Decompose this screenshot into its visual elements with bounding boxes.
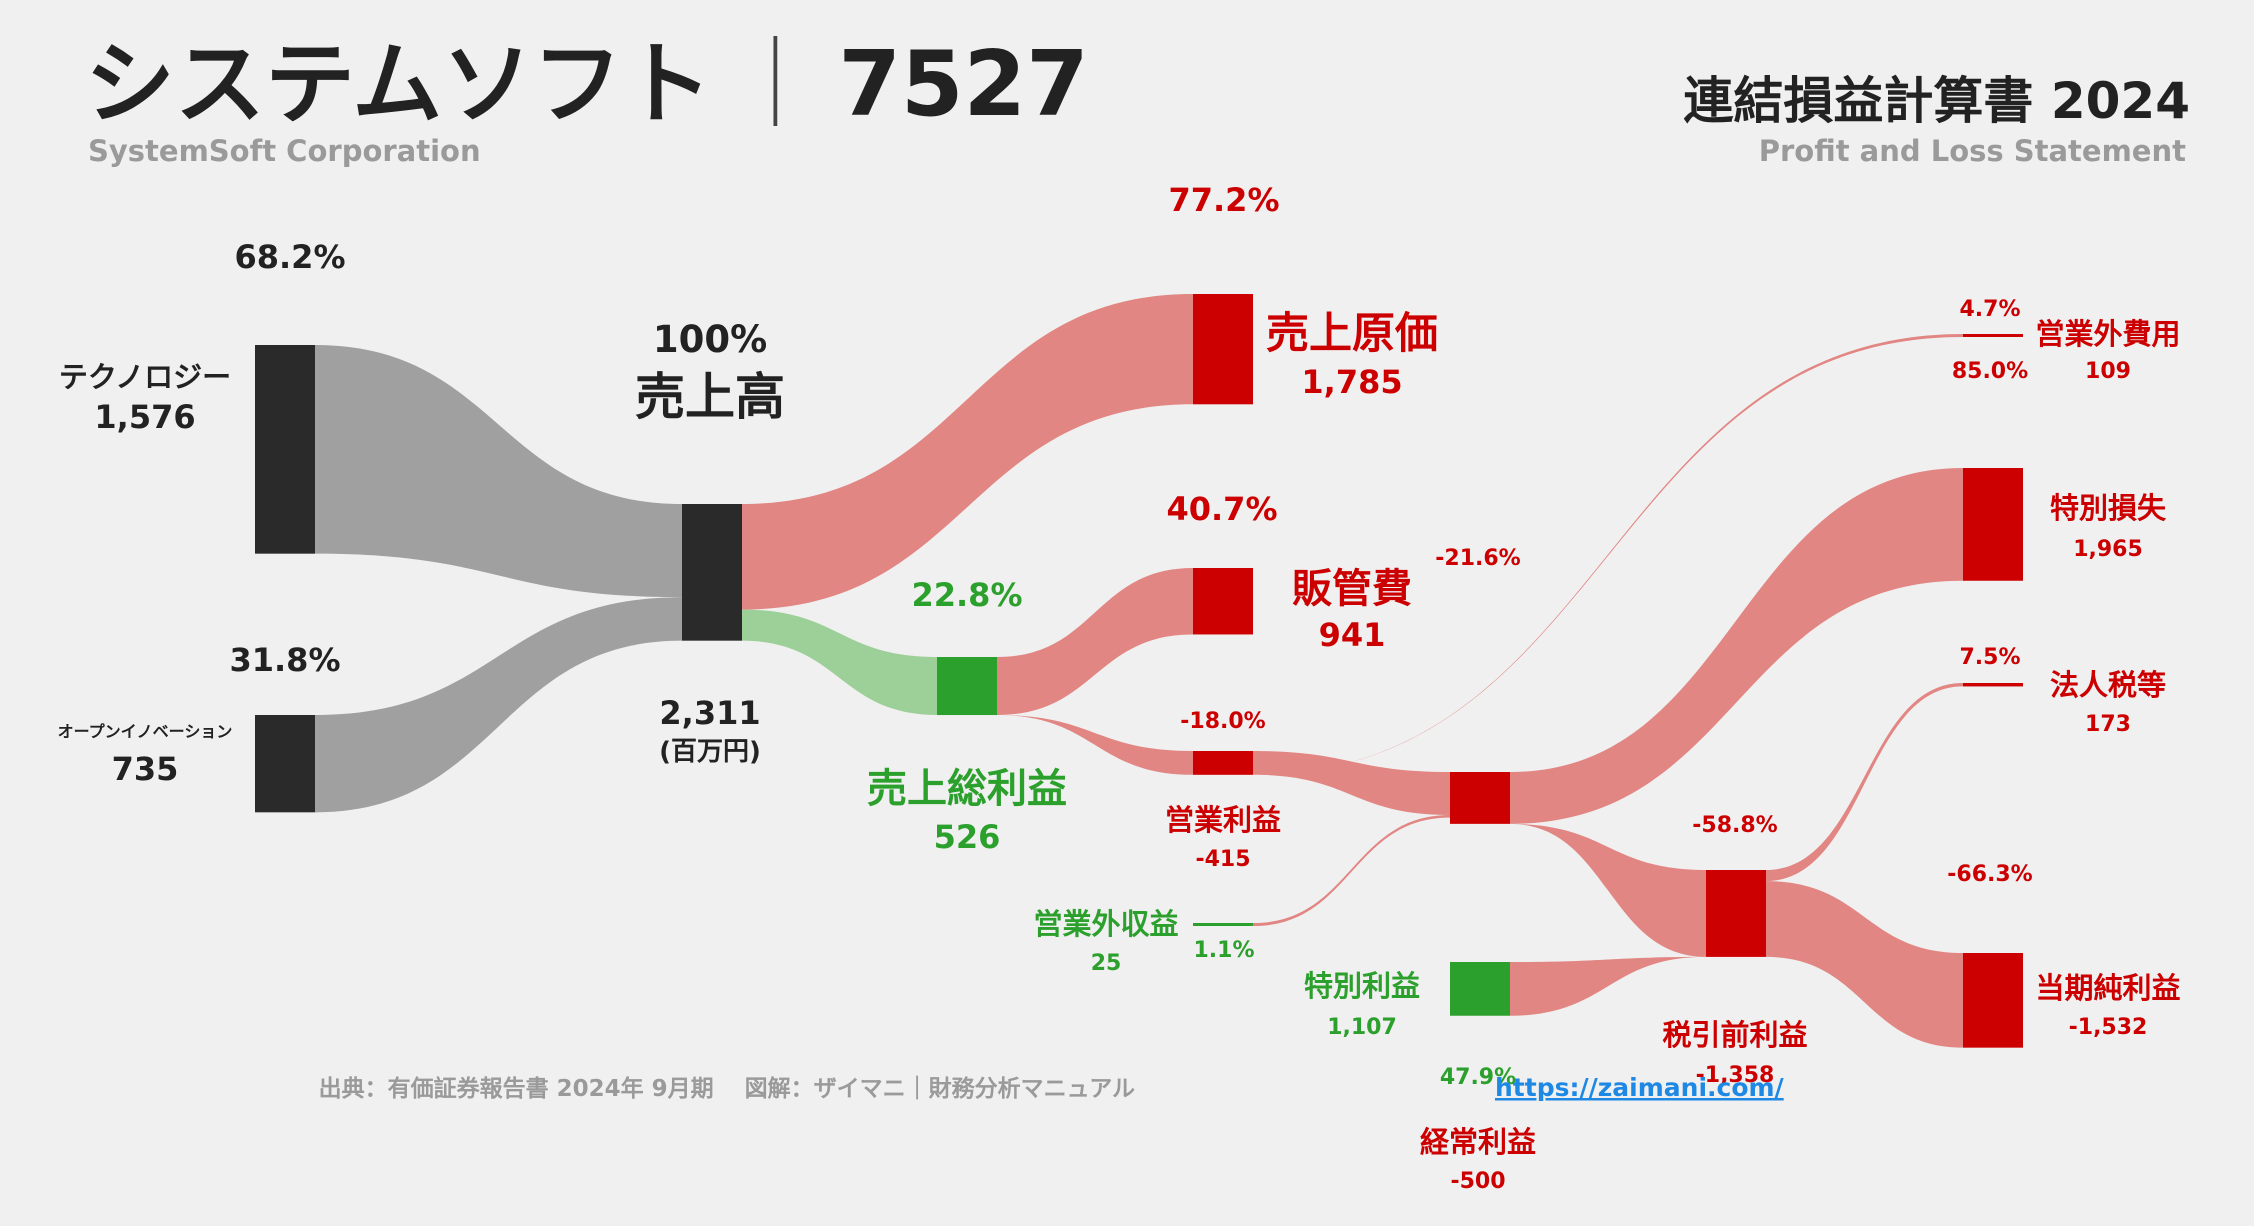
label-ordinary-profit: 経常利益 <box>1420 1125 1536 1159</box>
value-ordinary-profit: -500 <box>1450 1169 1505 1194</box>
label-cogs: 売上原価 <box>1266 309 1438 359</box>
pct-nonop-expense: 4.7% <box>1959 297 2020 322</box>
node-ordinary <box>1450 772 1510 824</box>
flow-pretax-to-tax <box>1766 683 1963 882</box>
value-income-tax: 173 <box>2085 712 2131 737</box>
label-technology: テクノロジー <box>59 360 231 394</box>
label-income-tax: 法人税等 <box>2050 668 2166 702</box>
value-operating-profit: -415 <box>1195 847 1250 872</box>
pct-technology: 68.2% <box>234 238 345 276</box>
node-gross <box>937 657 997 716</box>
value-cogs: 1,785 <box>1301 363 1402 401</box>
flow-revenue-to-gross <box>742 609 937 716</box>
pct-nonop-income: 1.1% <box>1193 938 1254 963</box>
value-nonop-income: 25 <box>1091 951 1122 976</box>
label-open-innovation: オープンイノベーション <box>58 722 233 741</box>
node-tech <box>255 345 315 554</box>
label-revenue: 売上高 <box>635 368 785 426</box>
label-operating-profit: 営業利益 <box>1165 803 1281 837</box>
node-nonop_inc <box>1193 923 1253 926</box>
label-pretax-profit: 税引前利益 <box>1662 1018 1807 1052</box>
footer-source: 出典：有価証券報告書 2024年 9月期 図解：ザイマニ｜財務分析マニュアル <box>319 1075 1135 1102</box>
value-nonop-expense: 109 <box>2085 359 2131 384</box>
label-extraordinary-loss: 特別損失 <box>2050 491 2167 525</box>
flow-open-to-revenue <box>315 597 682 813</box>
flow-op-to-ordinary <box>1253 751 1450 816</box>
flow-ordinary-to-sp_loss <box>1510 468 1963 824</box>
node-nonop_exp <box>1963 334 2023 337</box>
value-extraordinary-gain: 1,107 <box>1327 1015 1397 1040</box>
node-open <box>255 715 315 813</box>
flow-gross-to-op <box>997 715 1193 775</box>
pct-revenue: 100% <box>653 318 767 361</box>
pct-cogs: 77.2% <box>1168 181 1279 219</box>
flow-gross-to-sga <box>997 568 1193 716</box>
value-open-innovation: 735 <box>112 750 179 788</box>
flow-revenue-to-cogs <box>742 294 1193 610</box>
statement-english: Profit and Loss Statement <box>1759 134 2186 168</box>
pct-open-innovation: 31.8% <box>229 641 340 679</box>
value-sga: 941 <box>1319 616 1386 654</box>
flow-sp_gain-to-pretax <box>1510 956 1706 1016</box>
node-layer <box>255 294 2023 1048</box>
node-sp_loss <box>1963 468 2023 581</box>
node-cogs <box>1193 294 1253 405</box>
company-english: SystemSoft Corporation <box>88 134 481 168</box>
node-sga <box>1193 568 1253 635</box>
value-net-income: -1,532 <box>2069 1015 2148 1040</box>
value-revenue: 2,311 <box>659 694 760 732</box>
pct-ordinary-profit: -21.6% <box>1435 546 1520 571</box>
label-nonop-income: 営業外収益 <box>1033 907 1178 941</box>
value-technology: 1,576 <box>94 398 195 436</box>
value-extraordinary-loss: 1,965 <box>2073 537 2143 562</box>
flow-layer <box>315 294 1963 1048</box>
label-sga: 販管費 <box>1292 566 1412 612</box>
flow-nonop_inc-to-ordinary <box>1253 815 1450 926</box>
value-gross-profit: 526 <box>934 818 1001 856</box>
flow-op-to-nonop_exp <box>1253 334 1963 775</box>
node-revenue <box>682 504 742 641</box>
pct-gross-profit: 22.8% <box>911 576 1022 614</box>
node-sp_gain <box>1450 962 1510 1016</box>
pct-operating-profit: -18.0% <box>1180 709 1265 734</box>
statement-title: 連結損益計算書 2024 <box>1683 72 2190 130</box>
pct-pretax-profit: -58.8% <box>1692 813 1777 838</box>
pct2-nonop-expense: 85.0% <box>1952 359 2028 384</box>
node-net <box>1963 953 2023 1048</box>
unit-label: (百万円) <box>659 737 761 767</box>
value-pretax-profit: -1,358 <box>1696 1063 1775 1088</box>
node-pretax <box>1706 870 1766 957</box>
label-gross-profit: 売上総利益 <box>867 766 1067 812</box>
footer-link[interactable]: https://zaimani.com/ <box>1495 1073 1785 1102</box>
flow-tech-to-revenue <box>315 345 682 598</box>
flow-pretax-to-net <box>1766 881 1963 1048</box>
label-nonop-expense: 営業外費用 <box>2035 317 2180 351</box>
flow-ordinary-to-pretax <box>1510 823 1706 957</box>
node-op <box>1193 751 1253 775</box>
pct-sga: 40.7% <box>1166 490 1277 528</box>
company-title: システムソフト｜ 7527 <box>85 32 1089 137</box>
node-tax <box>1963 683 2023 687</box>
label-extraordinary-gain: 特別利益 <box>1304 969 1420 1003</box>
pct-net-income: -66.3% <box>1947 862 2032 887</box>
label-net-income: 当期純利益 <box>2035 971 2180 1005</box>
pct-income-tax: 7.5% <box>1959 645 2020 670</box>
pct-extraordinary-gain: 47.9% <box>1440 1065 1516 1090</box>
